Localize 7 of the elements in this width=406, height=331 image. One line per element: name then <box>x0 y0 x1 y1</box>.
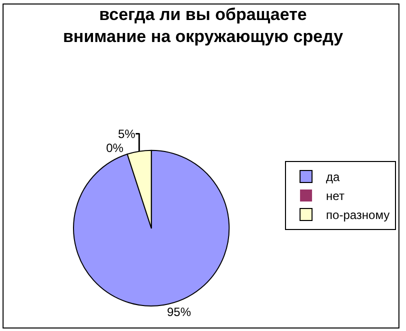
data-label: 5% <box>118 126 136 141</box>
chart-title: всегда ли вы обращаете внимание на окружающую среду <box>62 4 344 46</box>
text: 0% <box>106 140 124 155</box>
legend-label: по-разному <box>326 208 390 222</box>
data-label: 95% <box>167 304 192 319</box>
legend-label: да <box>326 170 340 184</box>
legend-label: нет <box>326 189 345 204</box>
